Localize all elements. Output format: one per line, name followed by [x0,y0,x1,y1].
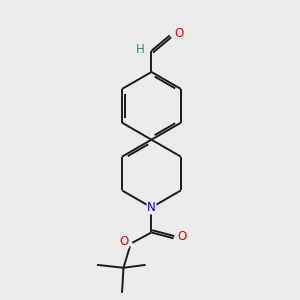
Text: O: O [119,235,129,248]
Text: H: H [136,43,145,56]
Text: O: O [177,230,186,243]
Text: O: O [174,28,183,40]
Text: N: N [147,201,156,214]
